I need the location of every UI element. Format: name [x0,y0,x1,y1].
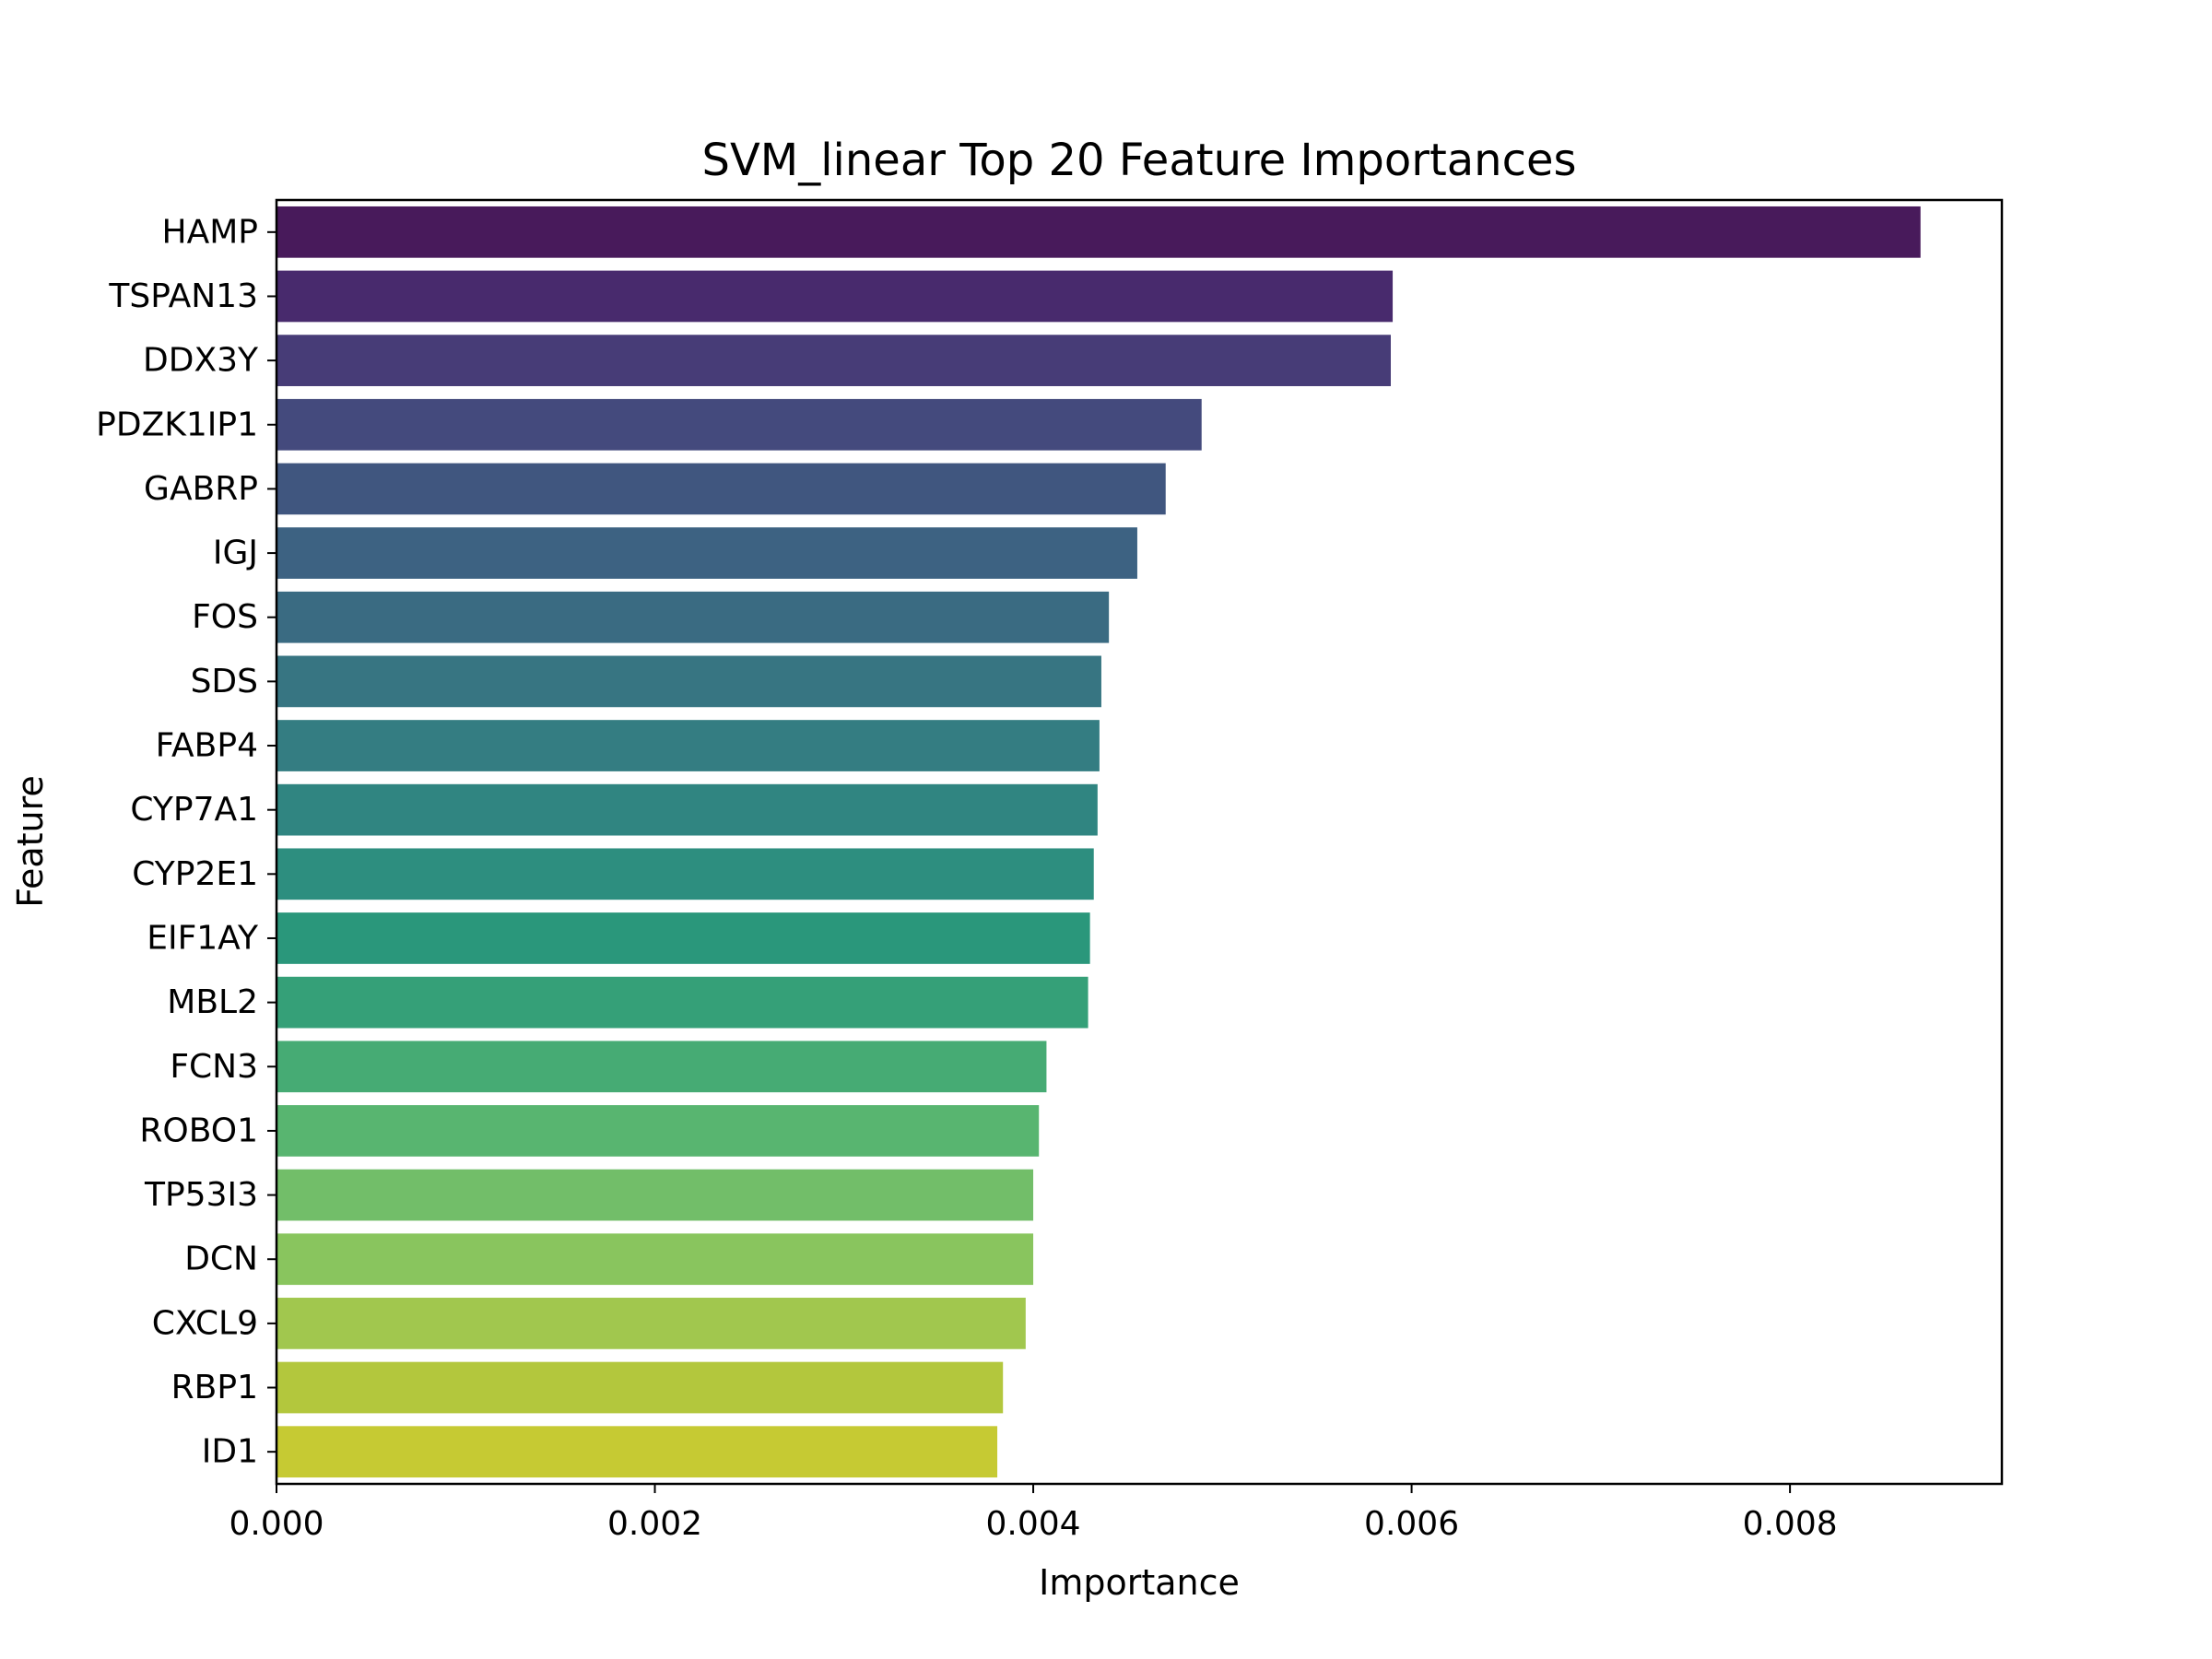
bar-fabp4 [276,720,1100,771]
bar-cyp2e1 [276,848,1094,900]
bar-mbl2 [276,976,1088,1029]
bar-pdzk1ip1 [276,398,1202,451]
bar-robo1 [276,1105,1040,1157]
x-tick-label: 0.002 [607,1505,702,1543]
bar-gabrp [276,463,1166,515]
y-tick-label: EIF1AY [147,919,259,957]
y-tick-label: ID1 [202,1433,258,1471]
bar-fos [276,591,1110,643]
y-tick-label: DDX3Y [143,342,259,380]
y-tick-label: MBL2 [167,983,258,1021]
chart-title: SVM_linear Top 20 Feature Importances [701,135,1576,186]
bar-igj [276,527,1137,579]
y-tick-label: CYP7A1 [130,791,258,829]
y-tick-label: ROBO1 [139,1112,258,1149]
bar-tspan13 [276,270,1394,323]
bar-cxcl9 [276,1298,1026,1349]
y-tick-label: DCN [184,1241,258,1278]
bar-fcn3 [276,1041,1047,1093]
bar-hamp [276,206,1921,258]
x-tick-label: 0.008 [1743,1505,1838,1543]
y-tick-label: CYP2E1 [132,855,258,893]
y-tick-label: PDZK1IP1 [96,406,258,443]
y-tick-label: CXCL9 [152,1304,258,1342]
bar-tp53i3 [276,1169,1034,1221]
plot-frame [275,198,2004,1486]
y-tick-label: TP53I3 [144,1176,258,1214]
y-axis-label: Feature [10,775,51,908]
bar-eif1ay [276,912,1090,964]
y-tick-label: HAMP [162,213,258,251]
y-tick-label: SDS [191,663,258,700]
x-ticks-group: 0.000 0.002 0.004 0.006 0.008 [229,1484,1838,1543]
y-tick-label: RBP1 [171,1369,258,1406]
bar-rbp1 [276,1361,1004,1414]
y-ticks-group: HAMP TSPAN13 DDX3Y PDZK1IP1 GABRP IGJ FOS SDS FA… [96,213,276,1471]
bar-id1 [276,1426,998,1478]
x-tick-label: 0.004 [986,1505,1081,1543]
bar-ddx3y [276,335,1391,386]
bar-dcn [276,1233,1034,1286]
y-tick-label: TSPAN13 [108,277,258,315]
bar-sds [276,655,1101,708]
bars-group [276,206,1921,1478]
y-tick-label: IGJ [213,535,258,572]
y-tick-label: FOS [192,598,258,636]
x-tick-label: 0.000 [229,1505,324,1543]
y-tick-label: FCN3 [170,1048,258,1086]
y-tick-label: GABRP [144,470,258,508]
y-tick-label: FABP4 [156,727,258,765]
x-tick-label: 0.006 [1364,1505,1459,1543]
bar-cyp7a1 [276,783,1098,836]
x-axis-label: Importance [1039,1562,1240,1603]
